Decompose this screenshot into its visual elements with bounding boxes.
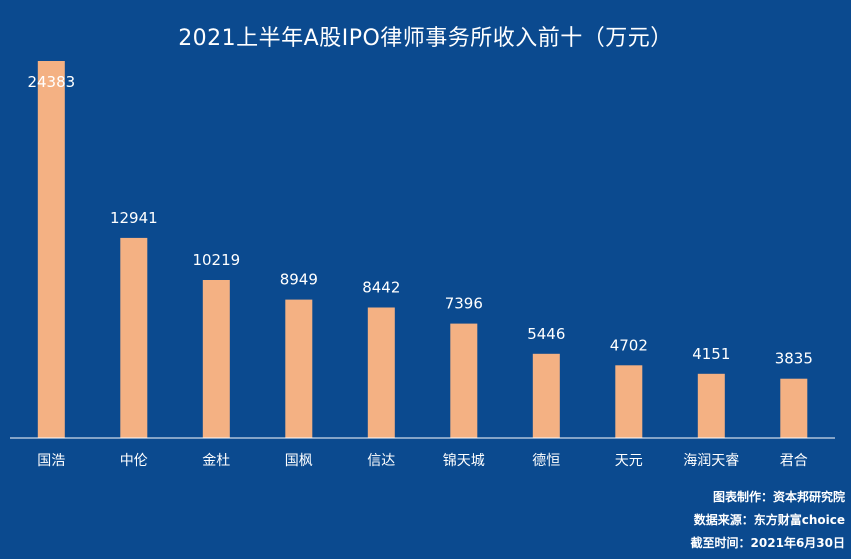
bar: [120, 237, 148, 438]
bar: [450, 323, 478, 438]
credit-made-by: 图表制作：资本邦研究院: [712, 490, 845, 504]
bar: [367, 307, 395, 438]
data-label: 12941: [110, 209, 158, 227]
x-tick-label: 天元: [615, 453, 643, 469]
data-label: 24383: [27, 73, 75, 91]
bar: [285, 299, 313, 438]
credits: 图表制作：资本邦研究院 数据来源：东方财富choice 截至时间：2021年6月…: [691, 486, 845, 555]
x-tick-label: 国枫: [285, 453, 313, 469]
credit-source: 数据来源：东方财富choice: [693, 513, 845, 527]
data-label: 4702: [610, 336, 648, 354]
bar: [37, 61, 65, 438]
x-tick-label: 德恒: [532, 453, 560, 469]
bar: [780, 378, 808, 438]
x-tick-label: 中伦: [120, 453, 148, 469]
data-label: 8949: [280, 271, 318, 289]
bar: [202, 280, 230, 438]
data-label: 3835: [775, 350, 813, 368]
bar: [615, 365, 643, 438]
data-label: 4151: [692, 345, 730, 363]
credit-as-of: 截至时间：2021年6月30日: [690, 536, 845, 550]
x-tick-label: 金杜: [202, 453, 230, 469]
x-tick-label: 君合: [780, 453, 808, 469]
bar: [532, 353, 560, 438]
data-label: 5446: [527, 325, 565, 343]
x-tick-label: 信达: [367, 453, 395, 469]
x-tick-label: 锦天城: [443, 452, 485, 469]
data-label: 8442: [362, 279, 400, 297]
data-label: 10219: [192, 251, 240, 269]
bar: [697, 373, 725, 438]
chart-title: 2021上半年A股IPO律师事务所收入前十（万元）: [178, 26, 673, 51]
x-tick-label: 国浩: [37, 453, 65, 469]
x-tick-label: 海润天睿: [683, 453, 739, 469]
data-label: 7396: [445, 295, 483, 313]
